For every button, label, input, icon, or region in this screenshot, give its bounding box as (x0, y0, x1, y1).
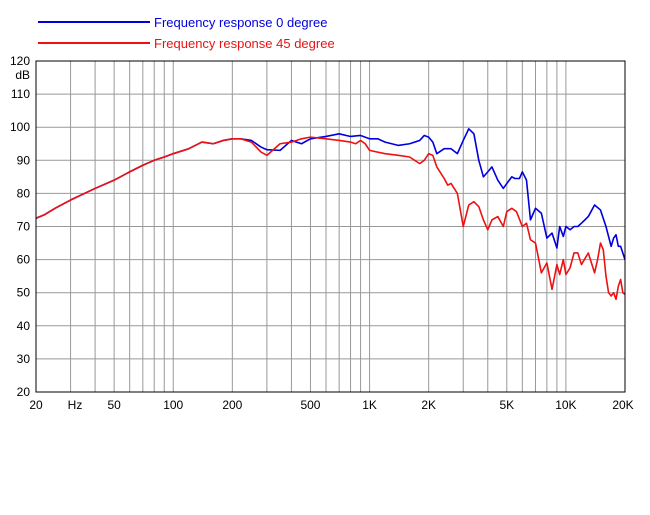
series-line-0-degree (35, 128, 626, 260)
y-tick-label: 80 (17, 186, 31, 200)
y-tick-label: 40 (17, 319, 31, 333)
legend: Frequency response 0 degree Frequency res… (38, 15, 335, 51)
x-tick-label: 20 (29, 398, 43, 412)
grid (36, 61, 625, 392)
x-tick-label: 20K (612, 398, 633, 412)
x-axis-label: Hz (68, 398, 83, 412)
plot-frame (35, 60, 626, 393)
y-tick-label: 30 (17, 352, 31, 366)
y-tick-label: 100 (10, 120, 30, 134)
y-tick-label: 110 (11, 87, 30, 101)
y-axis-label: dB (15, 68, 30, 82)
legend-label: Frequency response 0 degree (154, 15, 327, 30)
y-tick-label: 120 (10, 54, 30, 68)
y-tick-label: 60 (17, 253, 31, 267)
x-axis-ticks: 20 50 100 200 500 1K 2K 5K 10K 20K Hz (29, 398, 633, 412)
y-tick-label: 70 (17, 220, 31, 234)
x-tick-label: 100 (163, 398, 183, 412)
y-axis-ticks: 20 30 40 50 60 70 80 90 100 110 120 (10, 54, 30, 399)
x-tick-label: 1K (362, 398, 377, 412)
x-tick-label: 2K (421, 398, 436, 412)
legend-label: Frequency response 45 degree (154, 36, 335, 51)
y-tick-label: 90 (17, 153, 31, 167)
x-tick-label: 10K (555, 398, 576, 412)
series-layer (35, 128, 626, 301)
x-tick-label: 200 (222, 398, 242, 412)
x-tick-label: 5K (499, 398, 514, 412)
x-tick-label: 500 (300, 398, 320, 412)
y-tick-label: 20 (17, 385, 31, 399)
x-tick-label: 50 (107, 398, 121, 412)
series-line-45-degree (35, 136, 626, 301)
y-tick-label: 50 (17, 286, 31, 300)
